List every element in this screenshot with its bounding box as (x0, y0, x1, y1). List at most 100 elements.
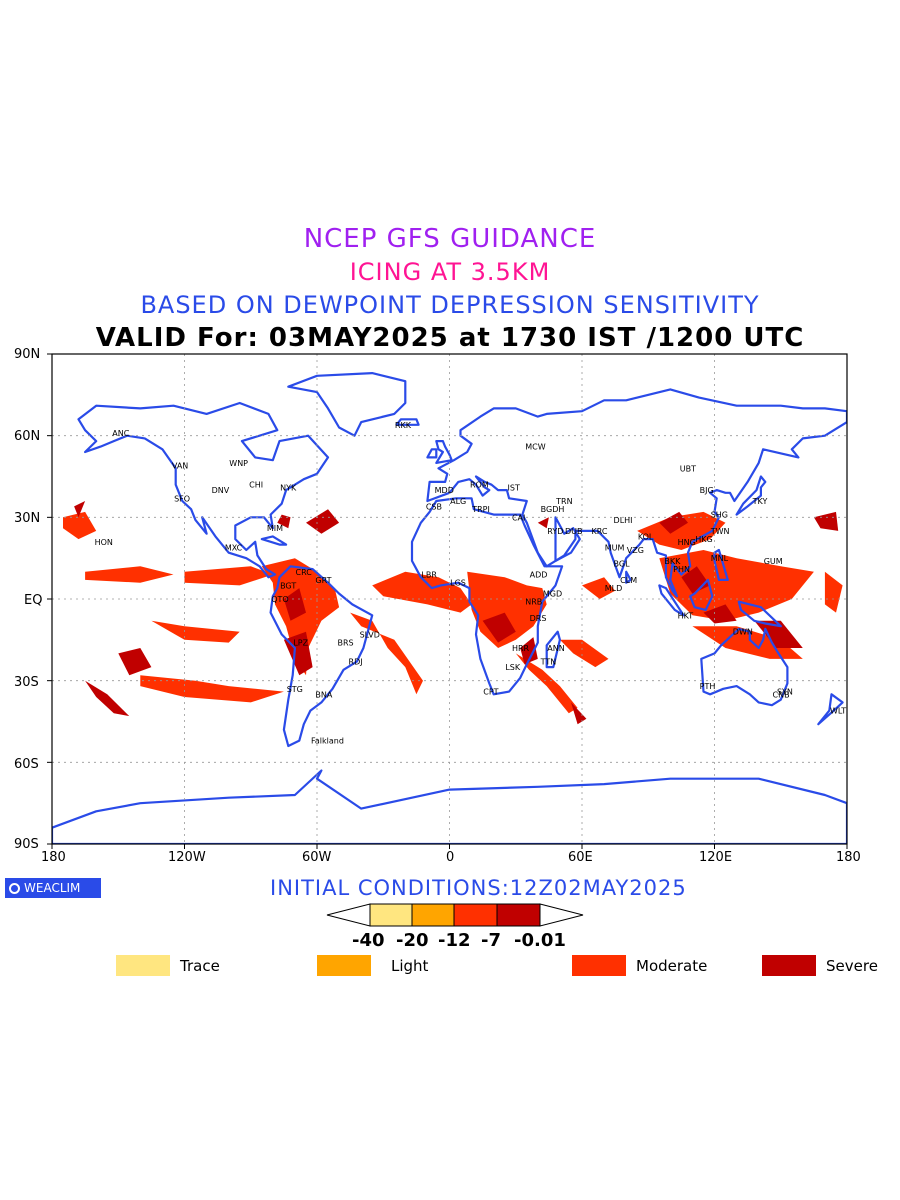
station-label-clm: CLM (620, 576, 637, 585)
landmass-antarctica (52, 769, 847, 844)
station-label-nrb: NRB (525, 598, 542, 607)
station-label-falkland: Falkland (311, 737, 344, 746)
station-label-dnv: DNV (212, 486, 230, 495)
lon-label-180w: 180 (41, 850, 66, 865)
title-line-1: NCEP GFS GUIDANCE (303, 224, 597, 254)
station-label-rdj: RDJ (349, 658, 363, 667)
station-label-rkk: RKK (395, 421, 412, 430)
lat-label-60s: 60S (14, 757, 39, 772)
station-label-alg: ALG (450, 497, 466, 506)
icing-area-severe-17 (85, 680, 130, 717)
legend-swatch-severe (762, 955, 816, 976)
station-label-nyk: NYK (280, 483, 297, 492)
station-label-dlhi: DLHI (614, 516, 633, 525)
icing-area-moderate-11 (659, 550, 814, 621)
station-label-lpz: LPZ (293, 639, 308, 648)
station-label-mnl: MNL (711, 554, 729, 563)
legend-label-moderate: Moderate (636, 957, 708, 975)
station-label-krc: KRC (591, 527, 607, 536)
station-label-mdd: MDD (435, 486, 454, 495)
legend-label-light: Light (391, 957, 429, 975)
lat-label-eq: EQ (24, 593, 43, 608)
lon-label-60e: 60E (568, 850, 593, 865)
station-label-hng: HNG (678, 538, 696, 547)
station-label-bkk: BKK (664, 557, 681, 566)
station-label-ann: ANN (547, 644, 564, 653)
station-label-hrr: HRR (512, 644, 530, 653)
icing-area-severe-25 (537, 517, 549, 529)
colorbar-tick-4: -7 (481, 930, 501, 951)
icing-area-moderate-3 (261, 558, 340, 676)
landmass-north-america (77, 401, 330, 579)
station-label-cnb: CNB (773, 690, 790, 699)
icing-area-severe-16 (118, 648, 152, 676)
landmass-arabia-gulf (554, 516, 581, 563)
lat-label-90n: 90N (14, 347, 41, 362)
station-label-shg: SHG (711, 511, 728, 520)
icing-area-severe-20 (277, 514, 291, 529)
lon-label-120w: 120W (168, 850, 206, 865)
station-label-dwn: DWN (733, 628, 753, 637)
landmass-new-guinea (737, 600, 782, 628)
station-label-mim: MIM (267, 524, 283, 533)
station-label-lgs: LGS (450, 579, 466, 588)
station-label-vzg: VZG (627, 546, 644, 555)
landmass-japan (735, 475, 767, 516)
landmass-cuba (260, 535, 288, 546)
station-label-bgl: BGL (614, 560, 631, 569)
station-label-lbr: LBR (421, 571, 437, 580)
station-label-slvd: SLVD (360, 630, 380, 639)
title-line-2: ICING AT 3.5KM (349, 258, 551, 286)
icing-area-severe-26 (659, 511, 688, 534)
logo-text: WEACLIM (24, 881, 81, 895)
landmass-sri-lanka (625, 570, 632, 584)
station-label-wnp: WNP (229, 459, 248, 468)
icing-area-severe-23 (482, 612, 516, 643)
station-label-syn: SYN (777, 688, 793, 697)
landmass-eurasia (426, 388, 847, 598)
landmass-borneo (689, 578, 714, 612)
icing-area-severe-28 (703, 604, 737, 624)
landmass-australia (700, 627, 789, 707)
station-label-drs: DRS (530, 614, 547, 623)
landmass-greenland (287, 372, 407, 437)
station-label-mum: MUM (605, 543, 625, 552)
station-label-brs: BRS (338, 639, 354, 648)
icing-area-moderate-6 (467, 571, 547, 648)
station-label-bgt: BGT (280, 581, 296, 590)
colorbar-tick-5: -0.01 (514, 930, 566, 951)
icing-area-severe-31 (571, 702, 587, 725)
station-label-stg: STG (287, 685, 303, 694)
icing-area-moderate-8 (559, 639, 609, 668)
icing-area-severe-30 (813, 511, 839, 531)
station-label-anc: ANC (112, 429, 129, 438)
legend-label-severe: Severe (826, 957, 878, 975)
icing-area-moderate-5 (372, 571, 472, 613)
landmass-iceland (395, 418, 420, 426)
station-label-hkg: HKG (695, 535, 712, 544)
icing-area-severe-22 (74, 501, 86, 518)
valid-time-title: VALID For: 03MAY2025 at 1730 IST /1200 U… (95, 323, 805, 353)
station-label-cpt: CPT (483, 688, 498, 697)
station-label-mcw: MCW (525, 443, 545, 452)
station-label-hkt: HKT (678, 611, 694, 620)
lon-label-120e: 120E (699, 850, 733, 865)
icing-area-moderate-13 (824, 571, 843, 613)
icing-area-severe-27 (681, 566, 711, 594)
logo-ring-icon (9, 882, 20, 894)
icing-area-moderate-4 (350, 612, 423, 695)
station-label-lsk: LSK (505, 663, 521, 672)
lon-label-60w: 60W (302, 850, 332, 865)
station-label-dub: DUB (565, 527, 583, 536)
station-label-ttn: TTN (540, 658, 557, 667)
initial-conditions: INITIAL CONDITIONS:12Z02MAY2025 (270, 876, 687, 900)
icing-area-moderate-12 (692, 626, 803, 659)
station-label-ryd: RYD (547, 527, 563, 536)
lat-label-30n: 30N (14, 511, 41, 526)
station-label-gum: GUM (764, 557, 783, 566)
station-label-hon: HON (95, 538, 113, 547)
icing-area-moderate-15 (140, 675, 284, 703)
station-label-bjg: BJG (700, 486, 714, 495)
